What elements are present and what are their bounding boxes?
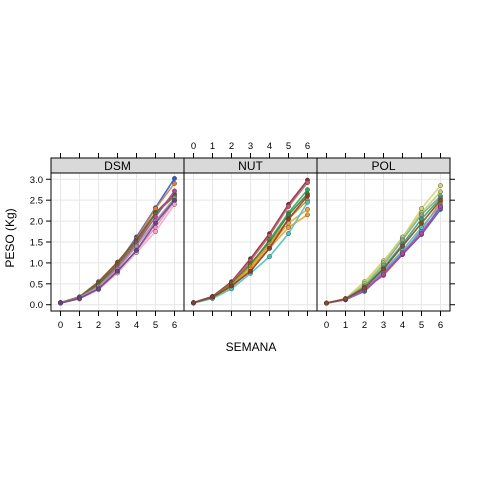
data-point	[286, 224, 291, 230]
x-tick-label: 0	[58, 320, 63, 331]
data-point	[248, 268, 253, 274]
data-point	[438, 189, 443, 195]
data-point	[419, 231, 424, 237]
data-point	[267, 245, 272, 251]
y-axis-label: PESO (Kg)	[3, 208, 17, 267]
x-tick-label: 2	[96, 320, 101, 331]
data-point	[324, 300, 329, 306]
data-point	[210, 294, 215, 300]
x-tick-label: 6	[172, 320, 177, 331]
panel-strip-label: NUT	[238, 159, 263, 173]
data-point	[305, 199, 310, 205]
y-tick-label: 0.5	[30, 279, 43, 290]
data-point	[134, 247, 139, 253]
grid	[184, 173, 317, 311]
data-point	[286, 231, 291, 237]
data-point	[438, 183, 443, 188]
data-point	[172, 188, 177, 194]
data-point	[381, 266, 386, 272]
x-tick-label-top: 2	[229, 141, 234, 152]
x-tick-label-top: 1	[210, 141, 215, 152]
data-point	[286, 216, 291, 222]
y-tick-label: 2.0	[30, 217, 43, 228]
data-point	[305, 206, 310, 212]
panel-strip-label: POL	[371, 159, 395, 173]
data-point	[305, 180, 310, 186]
data-point	[381, 272, 386, 278]
x-tick-label: 3	[115, 320, 120, 331]
x-tick-label-top: 0	[191, 141, 196, 152]
panels: DSM NUT POL	[50, 157, 451, 312]
data-point	[115, 268, 120, 274]
data-point	[229, 283, 234, 289]
data-point	[172, 181, 177, 186]
y-tick-label: 1.0	[30, 258, 43, 269]
y-tick-label: 0.0	[30, 300, 43, 311]
x-axis-label: SEMANA	[226, 340, 277, 354]
y-tick-label: 3.0	[30, 175, 43, 186]
data-point	[153, 229, 158, 234]
data-point	[400, 251, 405, 257]
data-point	[438, 197, 443, 203]
data-point	[419, 220, 424, 226]
data-point	[153, 220, 158, 226]
panel-strip-label: DSM	[104, 159, 131, 173]
data-point	[267, 254, 272, 260]
data-point	[172, 176, 177, 181]
x-tick-label: 5	[419, 320, 424, 331]
data-point	[343, 296, 348, 302]
panel-nut: NUT	[183, 157, 318, 312]
x-tick-label: 2	[362, 320, 367, 331]
x-tick-label: 4	[134, 320, 139, 331]
data-point	[305, 212, 310, 218]
data-point	[305, 193, 310, 199]
panel-pol: POL	[316, 157, 451, 312]
x-tick-label: 1	[77, 320, 82, 331]
x-tick-label-top: 5	[286, 141, 291, 152]
data-point	[96, 286, 101, 292]
data-point	[58, 300, 63, 306]
x-tick-label: 5	[153, 320, 158, 331]
data-point	[172, 197, 177, 203]
x-tick-label-top: 3	[248, 141, 253, 152]
data-point	[286, 204, 291, 209]
series-line	[324, 197, 443, 306]
y-tick-label: 1.5	[30, 238, 43, 249]
x-tick-label-top: 4	[267, 141, 272, 152]
x-tick-label: 4	[400, 320, 405, 331]
grid	[317, 173, 450, 311]
x-tick-label: 1	[343, 320, 348, 331]
data-point	[77, 296, 82, 301]
x-tick-label: 3	[381, 320, 386, 331]
series-line	[191, 193, 310, 306]
data-point	[362, 285, 367, 291]
x-tick-label: 6	[438, 320, 443, 331]
data-point	[191, 300, 196, 306]
axes: 0.0 0.5 1.0 1.5 2.0 2.5 3.0 0 1 2 3 4 5 6 0 1 2 3 4 5 6 0 1 2 3 4…	[30, 141, 455, 331]
data-point	[438, 204, 443, 209]
x-tick-label-top: 6	[305, 141, 310, 152]
data-point	[305, 187, 310, 193]
series-line	[58, 197, 177, 306]
x-tick-label: 0	[324, 320, 329, 331]
panel-dsm: DSM	[50, 157, 185, 312]
data-point	[400, 243, 405, 249]
y-tick-label: 2.5	[30, 196, 43, 207]
